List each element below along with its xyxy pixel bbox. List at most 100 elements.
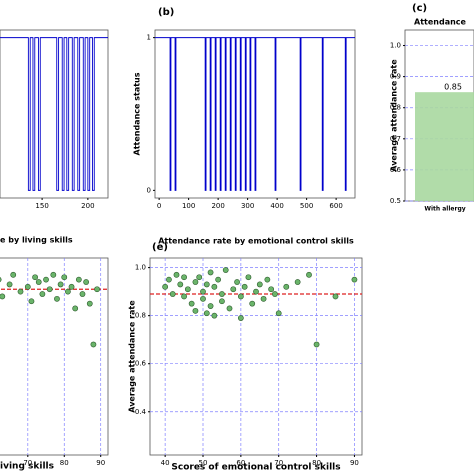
- y-tick-label: 0.8: [135, 312, 146, 320]
- point: [39, 291, 46, 297]
- point: [275, 310, 282, 317]
- point: [211, 312, 218, 319]
- plot-frame: [154, 29, 356, 199]
- y-axis-label: Attendance status: [133, 72, 142, 155]
- y-tick-label: 0.4: [135, 408, 147, 416]
- point: [237, 315, 244, 321]
- bar: [415, 92, 474, 201]
- x-tick-label: 70: [23, 459, 32, 467]
- point: [256, 281, 263, 288]
- chart-title: Attendance: [414, 18, 467, 27]
- point: [219, 291, 225, 297]
- point: [188, 300, 195, 307]
- point: [249, 300, 256, 307]
- x-axis-label: Scores of emotional control skills: [171, 463, 340, 473]
- point: [351, 276, 358, 283]
- point: [43, 276, 49, 283]
- point: [173, 271, 180, 278]
- point: [94, 286, 100, 293]
- point: [10, 271, 17, 278]
- x-tick-label: 0: [157, 202, 161, 210]
- point: [17, 288, 24, 295]
- point: [230, 286, 237, 293]
- point: [294, 279, 301, 285]
- panel-label: (e): [152, 242, 168, 253]
- point: [253, 288, 259, 295]
- point: [6, 281, 13, 288]
- x-tick-label: 500: [300, 202, 313, 210]
- point: [184, 286, 191, 293]
- x-tick-label: 200: [81, 202, 94, 210]
- x-tick-label: 80: [60, 459, 69, 467]
- chart-title: e by living skills: [0, 236, 73, 245]
- point: [75, 276, 82, 283]
- point: [46, 286, 53, 293]
- point: [237, 293, 244, 300]
- point: [79, 291, 86, 297]
- x-tick-label: 400: [270, 202, 283, 210]
- x-tick-label: 600: [329, 202, 342, 210]
- point: [196, 274, 203, 281]
- point: [28, 298, 35, 305]
- point: [234, 279, 240, 285]
- point: [32, 274, 38, 281]
- point: [177, 281, 184, 288]
- point: [313, 341, 320, 348]
- point: [54, 295, 60, 302]
- point: [207, 269, 214, 276]
- point: [241, 283, 248, 290]
- point: [72, 305, 79, 312]
- y-axis-label: Average attendance rate: [390, 59, 399, 172]
- point: [86, 300, 93, 307]
- plot-frame: [149, 257, 363, 456]
- point: [219, 298, 225, 305]
- plot-frame: [0, 29, 109, 199]
- x-tick-label: 50: [199, 459, 208, 467]
- y-tick-label: 0.6: [390, 166, 402, 174]
- x-tick-label: 200: [211, 202, 224, 210]
- x-tick-label: 80: [312, 459, 321, 467]
- point: [61, 274, 68, 281]
- line-series: [0, 37, 108, 191]
- point: [306, 271, 312, 278]
- panel-label: (c): [412, 3, 427, 14]
- y-tick-label: 0.8: [390, 104, 401, 112]
- point: [83, 279, 90, 285]
- x-tick-label: 40: [161, 459, 170, 467]
- y-axis-label: Average attendance rate: [128, 300, 137, 413]
- point: [192, 307, 199, 314]
- point: [332, 293, 339, 300]
- plot-frame: [0, 257, 109, 456]
- point: [24, 283, 31, 290]
- point: [35, 279, 42, 285]
- point: [90, 341, 97, 348]
- point: [0, 277, 2, 283]
- point: [283, 283, 290, 290]
- point: [200, 295, 206, 302]
- x-tick-label: 90: [96, 459, 105, 467]
- chart-title: Attendance rate by emotional control ski…: [158, 237, 354, 246]
- x-axis-label: iving skills: [0, 462, 54, 472]
- value-label: 0.85: [444, 83, 462, 92]
- point: [169, 291, 176, 297]
- point: [181, 274, 187, 281]
- x-tick-label: 90: [350, 459, 359, 467]
- point: [166, 276, 172, 283]
- x-tick-label: 150: [35, 202, 48, 210]
- x-tick-label: 60: [236, 459, 245, 467]
- point: [50, 271, 57, 278]
- y-tick-label: 1.0: [135, 264, 146, 272]
- point: [222, 267, 229, 273]
- point: [200, 288, 206, 295]
- y-tick-label: 0.7: [390, 135, 401, 143]
- y-tick-label: 0.5: [390, 197, 401, 205]
- x-tick-label: 70: [274, 459, 283, 467]
- x-tick-label: With allergy: [424, 206, 465, 213]
- y-tick-label: 0.6: [135, 360, 147, 368]
- point: [192, 279, 199, 285]
- line-series: [155, 37, 355, 191]
- point: [207, 303, 214, 309]
- point: [268, 286, 275, 293]
- point: [226, 305, 233, 312]
- y-tick-label: 1.0: [390, 42, 401, 50]
